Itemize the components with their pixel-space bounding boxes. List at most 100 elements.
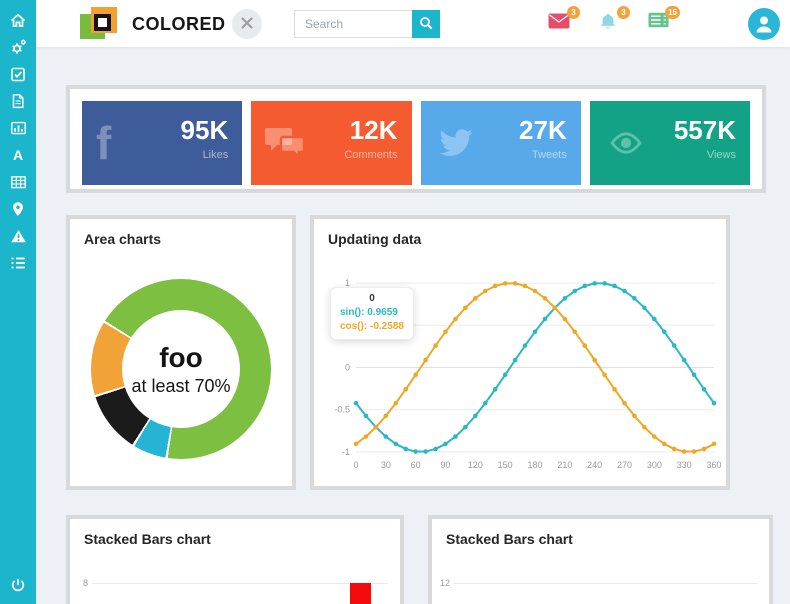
typography-icon: A	[12, 146, 24, 163]
envelope-icon	[548, 13, 570, 33]
brand-name: COLORED	[132, 13, 226, 34]
tasks-button[interactable]: 15	[648, 6, 680, 36]
stacked-bars-panel-right: Stacked Bars chart 12	[428, 515, 773, 604]
stat-value: 95K	[180, 115, 229, 145]
search-button[interactable]	[412, 10, 440, 38]
brand[interactable]: COLORED	[80, 4, 226, 44]
svg-text:0: 0	[345, 362, 350, 372]
sidebar-item-tasks[interactable]	[0, 60, 36, 87]
brand-logo-icon	[80, 5, 124, 43]
stat-card-comments[interactable]: 12K Comments	[251, 101, 412, 185]
stat-label: Views	[706, 149, 736, 161]
sidebar-item-lists[interactable]	[0, 249, 36, 276]
document-icon	[10, 93, 26, 109]
line-chart[interactable]: 10.50-0.5-103060901201501802102402703003…	[318, 269, 722, 482]
messages-button[interactable]: 3	[548, 6, 580, 36]
power-icon	[10, 577, 26, 593]
user-icon	[748, 8, 780, 40]
chart-tooltip: 0 sin(): 0.9659 cos(): -0.2588	[330, 287, 414, 340]
close-icon	[241, 16, 253, 32]
tasks-badge: 15	[665, 6, 680, 19]
sidebar-toggle-button[interactable]	[232, 9, 262, 39]
gears-icon	[10, 38, 27, 55]
alerts-button[interactable]: 3	[598, 6, 630, 36]
sidebar-item-settings[interactable]	[0, 33, 36, 60]
sidebar-item-document[interactable]	[0, 87, 36, 114]
svg-text:60: 60	[411, 460, 421, 470]
sidebar-item-home[interactable]	[0, 6, 36, 33]
tooltip-cos-label: cos():	[340, 321, 368, 332]
home-icon	[10, 12, 26, 28]
stat-label: Likes	[202, 149, 229, 161]
svg-text:300: 300	[647, 460, 662, 470]
svg-text:-0.5: -0.5	[334, 405, 350, 415]
line-chart-svg: 10.50-0.5-103060901201501802102402703003…	[334, 278, 721, 470]
svg-text:30: 30	[381, 460, 391, 470]
stat-card-views[interactable]: 557K Views	[589, 101, 750, 185]
check-square-icon	[10, 66, 26, 82]
tooltip-sin-label: sin():	[340, 307, 365, 318]
gridline	[454, 582, 757, 584]
tooltip-header: 0	[369, 293, 375, 304]
sidebar-item-charts[interactable]	[0, 114, 36, 141]
twitter-icon	[435, 101, 477, 185]
stacked-bars-panel-left: Stacked Bars chart 8	[66, 515, 404, 604]
sidebar: A	[0, 0, 36, 604]
donut-center-title: foo	[159, 341, 203, 373]
task-list-icon	[648, 12, 669, 32]
stat-card-twitter[interactable]: 27K Tweets	[420, 101, 581, 185]
stat-label: Comments	[344, 149, 398, 161]
search-bar	[294, 10, 440, 38]
panel-title: Updating data	[328, 231, 422, 247]
y-axis-tick: 8	[82, 578, 88, 588]
panel-title: Area charts	[84, 231, 162, 247]
stat-value: 27K	[519, 115, 567, 145]
area-charts-panel: Area charts foo at least 70%	[66, 215, 296, 490]
stat-value: 557K	[673, 115, 736, 145]
svg-text:180: 180	[527, 460, 542, 470]
sidebar-item-tables[interactable]	[0, 168, 36, 195]
eye-icon	[604, 101, 648, 185]
tooltip-sin-value: 0.9659	[367, 307, 398, 318]
donut-chart[interactable]: foo at least 70%	[91, 279, 271, 459]
donut-center-subtitle: at least 70%	[131, 375, 231, 396]
search-input[interactable]	[294, 10, 412, 38]
tooltip-cos-value: -0.2588	[370, 321, 404, 332]
warning-icon	[10, 228, 27, 244]
svg-text:120: 120	[468, 460, 483, 470]
list-icon	[10, 256, 26, 270]
sidebar-item-typography[interactable]: A	[0, 141, 36, 168]
donut-center: foo at least 70%	[122, 310, 240, 428]
bar-chart-left[interactable]: 8	[70, 563, 400, 604]
bell-icon	[598, 13, 618, 36]
svg-text:90: 90	[440, 460, 450, 470]
notification-icons: 3 3 15	[548, 6, 680, 36]
y-axis-tick: 12	[439, 578, 450, 588]
top-header: COLORED 3 3 15	[36, 0, 790, 48]
alerts-badge: 3	[617, 6, 630, 19]
table-icon	[10, 174, 27, 190]
stat-value: 12K	[349, 115, 398, 145]
bar-chart-right[interactable]: 12	[432, 563, 769, 604]
svg-text:0: 0	[353, 460, 358, 470]
facebook-icon: f	[96, 117, 112, 169]
svg-text:330: 330	[677, 460, 692, 470]
panel-title: Stacked Bars chart	[84, 531, 211, 547]
sidebar-item-logout[interactable]	[0, 571, 36, 598]
svg-text:210: 210	[557, 460, 572, 470]
stat-card-facebook[interactable]: f 95K Likes	[82, 101, 243, 185]
user-avatar[interactable]	[748, 8, 780, 40]
sidebar-item-location[interactable]	[0, 195, 36, 222]
messages-badge: 3	[567, 6, 580, 19]
stats-panel: f 95K Likes 12K Comments 27K Tweets 557K…	[66, 85, 766, 193]
svg-text:270: 270	[617, 460, 632, 470]
svg-text:1: 1	[345, 278, 350, 288]
gridline	[92, 582, 388, 584]
svg-text:-1: -1	[342, 447, 350, 457]
map-marker-icon	[10, 201, 26, 217]
updating-data-panel: Updating data 10.50-0.5-1030609012015018…	[310, 215, 730, 490]
stat-label: Tweets	[531, 149, 567, 161]
sidebar-item-alerts[interactable]	[0, 222, 36, 249]
svg-text:360: 360	[706, 460, 721, 470]
